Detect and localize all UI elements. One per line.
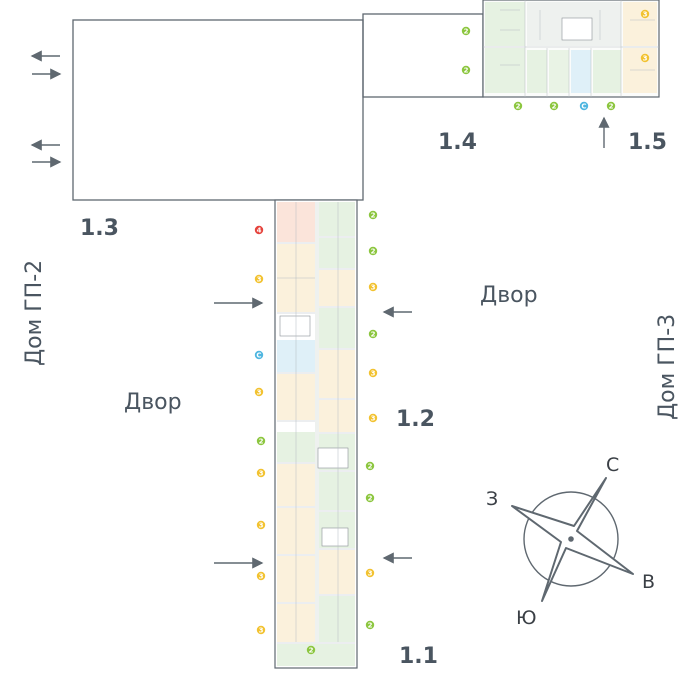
apartment-badge-label: 2 [609,103,614,111]
apartment-badge-label: 2 [371,248,376,256]
apartment-badge-label: 2 [371,331,376,339]
apartment-badge: 3 [256,520,266,530]
apartment-badge-label: 4 [257,227,262,235]
apartment-badge: 2 [368,329,378,339]
section-label-1-1: 1.1 [399,644,438,669]
apartment-badge: 2 [461,65,471,75]
apartment-badge: 3 [640,53,650,63]
apartment-badge-label: 2 [464,67,469,75]
apartment-badge: 2 [365,493,375,503]
house-label-gp3: Дом ГП-3 [655,314,680,420]
apartment-badge-label: 3 [259,470,264,478]
apartment-badge-label: 2 [464,28,469,36]
apartment-badge: 2 [365,461,375,471]
apartment-badge: 2 [606,101,616,111]
apartment-badge-label: 2 [368,622,373,630]
apartment-badge: 3 [365,568,375,578]
apartment-badge-label: С [581,103,586,111]
apartment-badge-label: 2 [368,463,373,471]
apartment-badge: 2 [513,101,523,111]
apartment-badge: 3 [256,571,266,581]
apartment-badge-label: 2 [309,647,314,655]
apartment-badge-label: 3 [643,11,648,19]
apartment-badge: 2 [365,620,375,630]
entry-arrows [30,50,610,569]
apartment-badge: 4 [254,225,264,235]
house-label-gp2: Дом ГП-2 [22,260,47,366]
apartment-badge: 3 [254,274,264,284]
apartment-badge-label: 2 [259,438,264,446]
section-label-1-4: 1.4 [438,130,477,155]
apartment-badge: 3 [640,9,650,19]
compass-rose: С В Ю З [486,454,655,629]
yard-label-left: Двор [124,390,182,415]
apartment-badge-label: 2 [552,103,557,111]
apartment-badge: 3 [368,413,378,423]
apartment-badge: 2 [256,436,266,446]
compass-south: Ю [516,607,537,629]
compass-west: З [486,488,498,510]
apartment-badge-label: 3 [259,522,264,530]
apartment-badges: 4 3 С 3 2 3 3 3 3 2 2 3 2 3 3 2 2 3 2 2 2 2 3 3 2 2 С 2 [254,9,650,655]
apartment-badge: 2 [461,26,471,36]
section-label-1-5: 1.5 [628,130,667,155]
apartment-badge-label: 3 [257,276,262,284]
section-1-3-outline [72,19,364,201]
compass-north: С [606,454,619,476]
apartment-badge-label: 3 [371,284,376,292]
apartment-badge-label: 3 [259,573,264,581]
section-1-4-outline [362,13,484,98]
apartment-badge-label: 3 [371,370,376,378]
section-label-1-3: 1.3 [80,216,119,241]
apartment-badge: 2 [306,645,316,655]
apartment-badge: 2 [368,210,378,220]
floor-plan-section-1-5 [482,0,660,98]
apartment-badge: 2 [549,101,559,111]
section-label-1-2: 1.2 [396,407,435,432]
yard-label-right: Двор [480,283,538,308]
apartment-badge: 3 [368,368,378,378]
floor-plan-section-1-1-1-2 [274,199,358,669]
apartment-badge: 3 [256,625,266,635]
apartment-badge-label: 2 [368,495,373,503]
apartment-badge-label: 3 [257,389,262,397]
apartment-badge-label: С [256,352,261,360]
apartment-badge-label: 2 [371,212,376,220]
apartment-badge: С [254,350,264,360]
apartment-badge-label: 3 [368,570,373,578]
apartment-badge: 3 [256,468,266,478]
apartment-badge: 2 [368,246,378,256]
apartment-badge-label: 2 [516,103,521,111]
apartment-badge-label: 3 [259,627,264,635]
apartment-badge-label: 3 [643,55,648,63]
compass-east: В [642,571,655,593]
apartment-badge-label: 3 [371,415,376,423]
apartment-badge: 3 [368,282,378,292]
apartment-badge: С [579,101,589,111]
apartment-badge: 3 [254,387,264,397]
